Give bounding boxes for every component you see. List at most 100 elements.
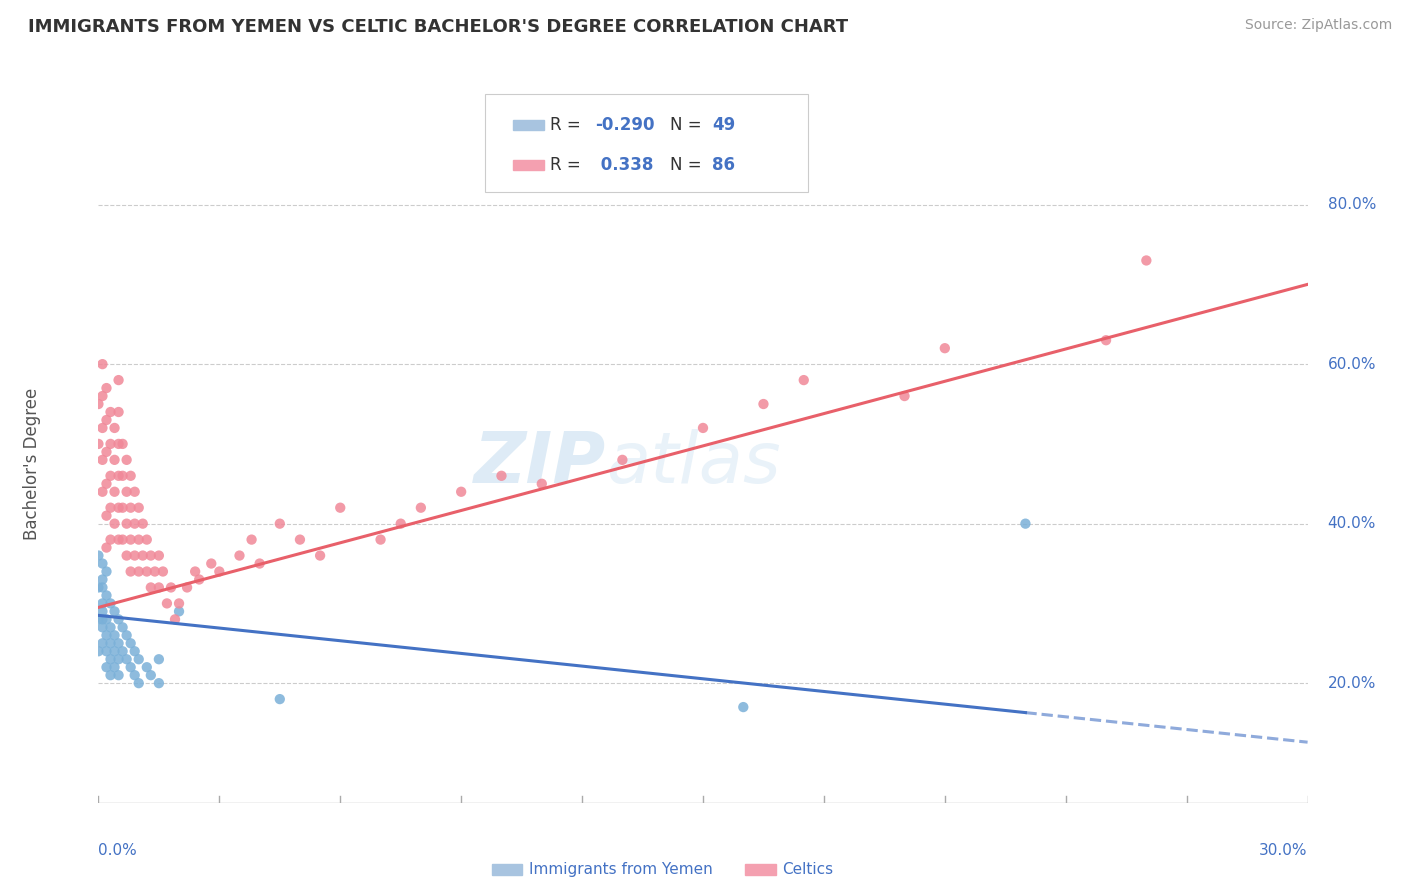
Point (96, 628, 118, 642)
Point (115, 652, 138, 666)
Point (409, 500, 432, 515)
Point (329, 500, 352, 515)
Point (91, 557, 114, 571)
Point (87, 549, 110, 563)
Point (120, 636, 142, 650)
Point (91, 581, 114, 595)
Point (91, 453, 114, 467)
Point (91, 573, 114, 587)
Point (132, 549, 155, 563)
Text: 86: 86 (711, 156, 735, 174)
Text: IMMIGRANTS FROM YEMEN VS CELTIC BACHELOR'S DEGREE CORRELATION CHART: IMMIGRANTS FROM YEMEN VS CELTIC BACHELOR… (28, 18, 848, 36)
Point (87, 644, 110, 658)
Point (1014, 516, 1036, 531)
Point (96, 476, 118, 491)
Point (96, 589, 118, 603)
Point (124, 644, 146, 658)
Point (309, 549, 332, 563)
Point (107, 668, 129, 682)
Text: 49: 49 (711, 116, 735, 134)
Point (288, 533, 311, 547)
Point (188, 573, 211, 587)
Point (124, 516, 146, 531)
Point (124, 668, 146, 682)
Text: 0.338: 0.338 (595, 156, 654, 174)
Point (269, 516, 291, 531)
Point (91, 604, 114, 618)
Point (167, 596, 190, 610)
Point (100, 468, 122, 483)
Point (143, 565, 166, 579)
Point (96, 660, 118, 674)
Point (120, 565, 142, 579)
Point (87, 397, 110, 411)
Point (128, 652, 150, 666)
Text: Source: ZipAtlas.com: Source: ZipAtlas.com (1244, 18, 1392, 32)
Point (135, 660, 157, 674)
Point (184, 565, 207, 579)
Point (793, 373, 815, 387)
Text: 40.0%: 40.0% (1327, 516, 1376, 531)
Point (100, 636, 122, 650)
Point (100, 405, 122, 419)
Point (100, 500, 122, 515)
Point (139, 581, 162, 595)
Point (893, 389, 915, 403)
Point (120, 468, 142, 483)
Point (87, 437, 110, 451)
Point (107, 437, 129, 451)
Point (91, 596, 114, 610)
Point (752, 397, 775, 411)
Text: 0.0%: 0.0% (98, 843, 138, 858)
Point (96, 644, 118, 658)
Point (156, 596, 179, 610)
Point (91, 484, 114, 499)
Point (103, 453, 125, 467)
Point (91, 636, 114, 650)
Point (100, 620, 122, 634)
Point (934, 341, 956, 355)
Point (91, 620, 114, 634)
Point (107, 636, 129, 650)
Point (96, 541, 118, 555)
Point (107, 405, 129, 419)
Point (96, 565, 118, 579)
Text: N =: N = (669, 156, 707, 174)
Point (96, 612, 118, 626)
Text: Bachelor's Degree: Bachelor's Degree (22, 388, 41, 540)
Point (120, 660, 142, 674)
Point (103, 628, 125, 642)
Point (96, 413, 118, 427)
Point (128, 533, 150, 547)
Text: 60.0%: 60.0% (1327, 357, 1376, 372)
Point (208, 565, 231, 579)
Text: Celtics: Celtics (782, 863, 834, 877)
Point (96, 381, 118, 395)
Point (96, 508, 118, 523)
Point (163, 612, 186, 626)
Point (269, 692, 291, 706)
Point (228, 549, 250, 563)
Point (124, 549, 146, 563)
Point (132, 516, 155, 531)
Point (530, 476, 553, 491)
Text: R =: R = (550, 116, 586, 134)
Point (100, 533, 122, 547)
Point (100, 652, 122, 666)
Point (107, 373, 129, 387)
Point (148, 652, 170, 666)
Text: N =: N = (669, 116, 707, 134)
Text: Immigrants from Yemen: Immigrants from Yemen (529, 863, 713, 877)
Text: -0.290: -0.290 (595, 116, 655, 134)
Point (733, 700, 755, 714)
Point (103, 516, 125, 531)
Point (111, 500, 134, 515)
Point (87, 612, 110, 626)
Point (107, 533, 129, 547)
Point (115, 549, 138, 563)
Point (115, 484, 138, 499)
Point (100, 596, 122, 610)
Point (111, 644, 134, 658)
Point (176, 581, 198, 595)
Point (111, 437, 134, 451)
